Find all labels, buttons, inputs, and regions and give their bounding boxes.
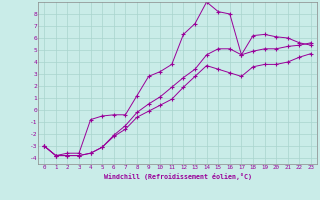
X-axis label: Windchill (Refroidissement éolien,°C): Windchill (Refroidissement éolien,°C): [104, 173, 252, 180]
